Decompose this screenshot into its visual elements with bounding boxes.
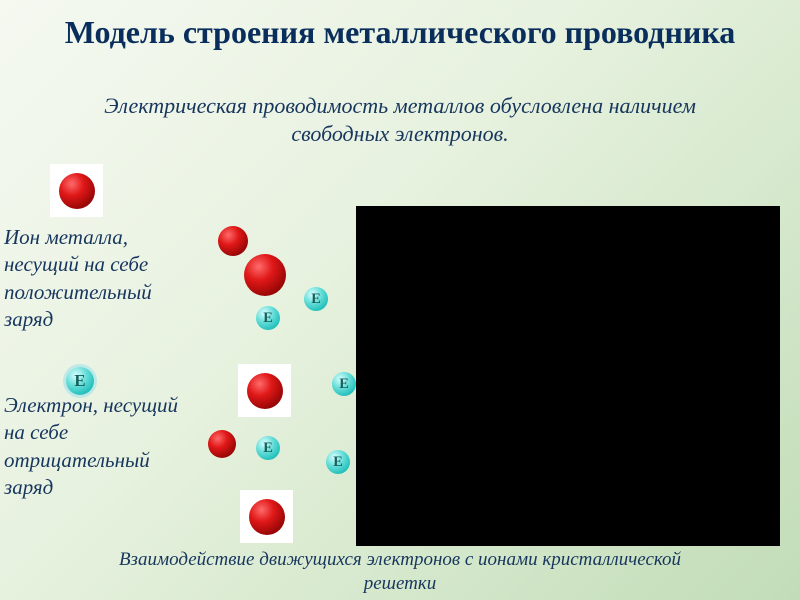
ion-sphere-icon xyxy=(59,173,95,209)
electron-particle: E xyxy=(332,372,356,396)
electron-particle: E xyxy=(304,287,328,311)
electron-particle: E xyxy=(256,436,280,460)
electron-label: Электрон, несущий на себе отрицательный … xyxy=(4,392,204,501)
ion-framed-2 xyxy=(238,364,291,417)
ion-sphere-icon xyxy=(249,499,285,535)
ion-sphere-icon xyxy=(247,373,283,409)
slide-root: Модель строения металлического проводник… xyxy=(0,0,800,600)
animation-placeholder xyxy=(356,206,780,546)
electron-particle: E xyxy=(256,306,280,330)
ion-label: Ион металла, несущий на себе положительн… xyxy=(4,224,204,333)
slide-subtitle: Электрическая проводимость металлов обус… xyxy=(0,92,800,147)
ion-particle xyxy=(208,430,236,458)
ion-legend-icon xyxy=(50,164,103,217)
electron-particle: E xyxy=(326,450,350,474)
ion-framed-3 xyxy=(240,490,293,543)
ion-particle xyxy=(244,254,286,296)
slide-caption: Взаимодействие движущихся электронов с и… xyxy=(0,548,800,596)
electron-legend-icon: E xyxy=(66,367,94,395)
ion-particle xyxy=(218,226,248,256)
slide-title: Модель строения металлического проводник… xyxy=(0,14,800,51)
